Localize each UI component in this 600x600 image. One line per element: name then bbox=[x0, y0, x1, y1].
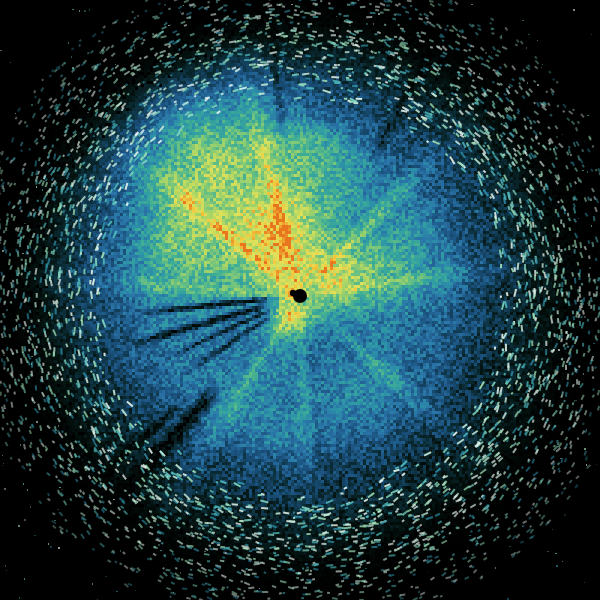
sky-image-viewport: Astronomical intensity field viridis-lik… bbox=[0, 0, 600, 600]
sky-field-canvas bbox=[0, 0, 600, 600]
